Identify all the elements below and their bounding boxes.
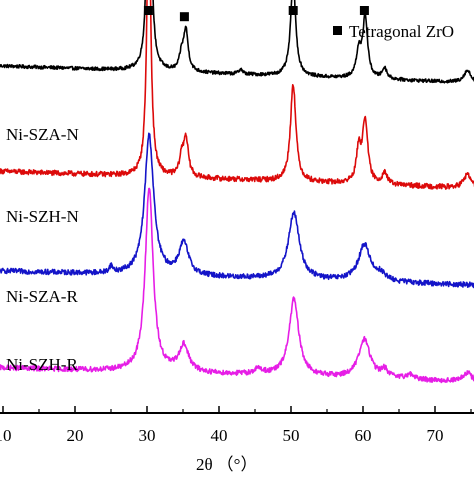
legend-text: Tetragonal ZrO: [349, 22, 454, 41]
x-axis-title-unit: （°）: [217, 455, 258, 474]
series-label-ni-sza-r: Ni-SZA-R: [6, 287, 78, 306]
x-tick-label-60: 60: [355, 426, 372, 445]
series-line-ni-sza-r: [0, 132, 474, 289]
phase-marker-2: [288, 6, 298, 15]
phase-marker-1: [179, 12, 189, 22]
series-label-ni-szh-r: Ni-SZH-R: [6, 355, 78, 374]
x-tick-layer: 10 20 30 40 50 60 70: [0, 406, 472, 445]
series-line-ni-sza-n: [0, 0, 474, 84]
legend-marker: [333, 26, 342, 35]
series-line-ni-szh-n: [0, 0, 474, 190]
series-label-ni-szh-n: Ni-SZH-N: [6, 207, 79, 226]
x-tick-label-40: 40: [211, 426, 228, 445]
x-tick-label-10: 10: [0, 426, 12, 445]
x-tick-label-50: 50: [283, 426, 300, 445]
series-line-ni-szh-r: [0, 187, 474, 384]
x-tick-label-20: 20: [67, 426, 84, 445]
phase-marker-3: [359, 6, 369, 15]
x-tick-label-30: 30: [139, 426, 156, 445]
series-label-ni-sza-n: Ni-SZA-N: [6, 125, 79, 144]
legend: Tetragonal ZrO: [333, 22, 454, 41]
phase-marker-0: [143, 6, 153, 15]
series-layer: [0, 0, 474, 384]
phase-marker-layer: [143, 6, 369, 22]
x-tick-label-70: 70: [427, 426, 444, 445]
x-axis-title: 2θ （°）: [196, 455, 257, 474]
series-label-layer: Ni-SZA-N Ni-SZH-N Ni-SZA-R Ni-SZH-R: [6, 125, 79, 374]
x-axis-title-symbol: 2θ: [196, 455, 213, 474]
